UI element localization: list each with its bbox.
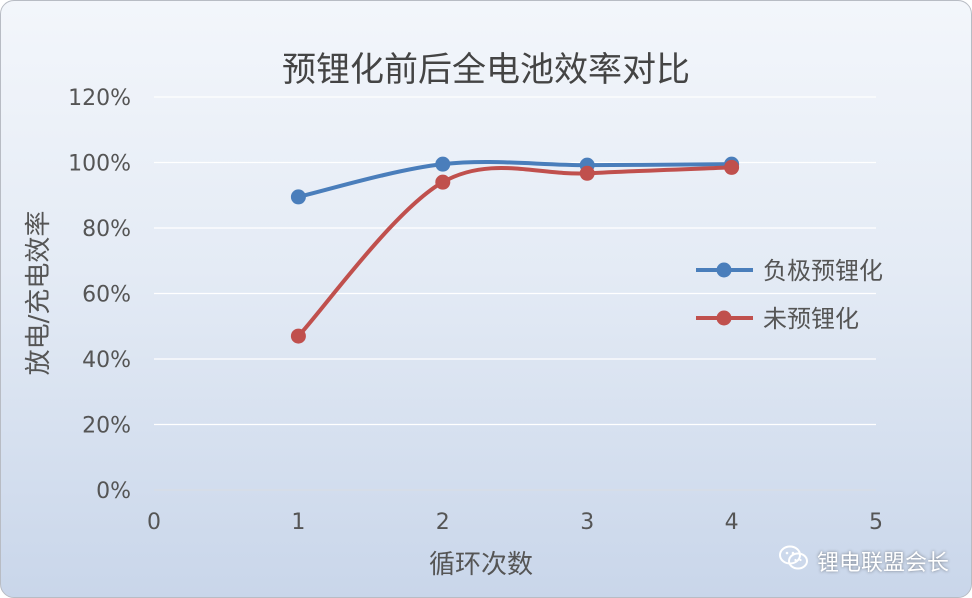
legend-label: 负极预锂化 <box>763 257 883 285</box>
legend-marker <box>716 262 732 278</box>
legend-marker <box>716 310 732 326</box>
data-point <box>290 328 306 344</box>
data-point <box>435 156 451 172</box>
data-point <box>724 159 740 175</box>
watermark-text: 锂电联盟会长 <box>816 551 949 576</box>
y-axis-label: 放电/充电效率 <box>24 211 54 376</box>
chart-title: 预锂化前后全电池效率对比 <box>282 50 690 90</box>
x-axis-label: 循环次数 <box>429 550 533 580</box>
x-tick-label: 0 <box>147 510 161 535</box>
y-tick-label: 20% <box>82 414 131 439</box>
data-point <box>435 174 451 190</box>
x-tick-label: 4 <box>725 510 739 535</box>
series-line <box>296 165 732 338</box>
wechat-icon <box>778 545 809 577</box>
x-tick-label: 2 <box>436 510 450 535</box>
x-tick-label: 1 <box>291 510 305 535</box>
y-tick-label: 100% <box>68 152 131 177</box>
x-tick-label: 3 <box>580 510 594 535</box>
watermark: 锂电联盟会长 <box>778 545 949 577</box>
y-tick-label: 60% <box>82 283 131 308</box>
legend-label: 未预锂化 <box>763 305 859 333</box>
x-tick-label: 5 <box>869 510 883 535</box>
y-tick-label: 80% <box>82 217 131 242</box>
y-tick-label: 40% <box>82 348 131 373</box>
data-point <box>290 189 306 205</box>
series-line <box>297 160 732 199</box>
y-tick-label: 0% <box>96 479 131 504</box>
data-point <box>579 165 595 181</box>
y-tick-label: 120% <box>68 86 131 111</box>
